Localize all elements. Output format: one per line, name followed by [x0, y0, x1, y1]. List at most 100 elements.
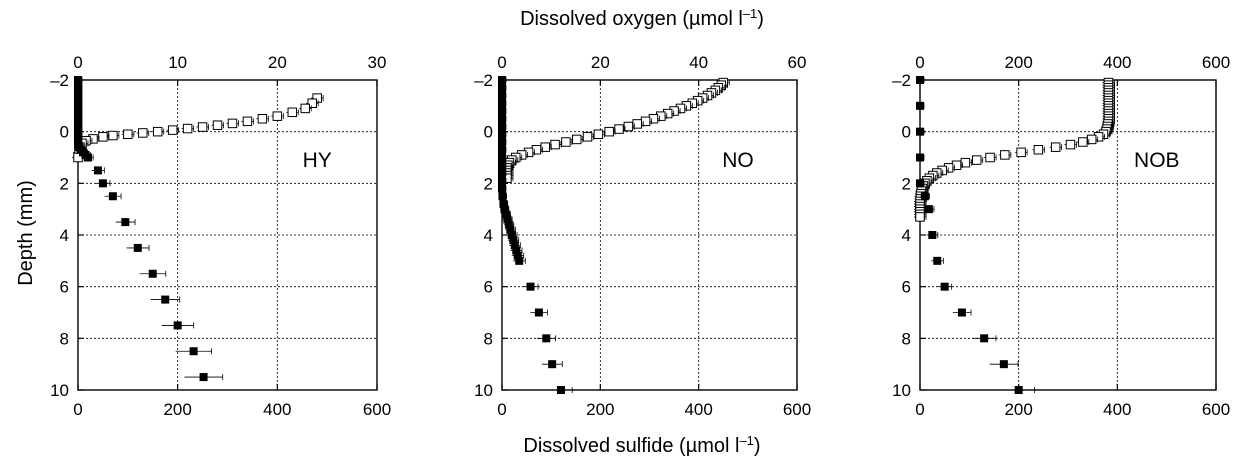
panel-nob-label: NOB: [1134, 149, 1180, 172]
panel-nob-point-oxygen-26: [1033, 145, 1044, 155]
panel-hy-point-oxygen-16: [98, 132, 108, 142]
panel-hy-point-oxygen-9: [197, 122, 208, 132]
panel-nob-point-sulfide-2: [916, 127, 924, 136]
panel-no-point-sulfide-31: [548, 360, 557, 369]
panel-nob-bottom-tick-label-0: 0: [915, 400, 924, 419]
panel-no-series-sulfide: [498, 76, 573, 394]
panel-no-point-sulfide-14: [498, 184, 506, 193]
panel-hy-series-sulfide: [74, 76, 224, 382]
panel-no-point-sulfide-27: [515, 256, 524, 265]
panel-nob-series-oxygen: [914, 77, 1115, 222]
panel-no-bottom-tick-label-400: 400: [684, 400, 712, 419]
panel-no-point-sulfide-10: [498, 153, 506, 162]
panel-no-point-sulfide-32: [557, 386, 565, 394]
panel-hy-point-sulfide-26: [173, 321, 182, 330]
panel-hy-bottom-tick-label-0: 0: [73, 400, 82, 419]
panel-hy-bottom-tick-label-600: 600: [363, 400, 391, 419]
panel-no-point-sulfide-3: [498, 99, 506, 108]
top-axis-title: Dissolved oxygen (µmol l–1): [520, 6, 764, 31]
panel-no-point-sulfide-30: [542, 334, 551, 343]
panel-hy-point-sulfide-24: [148, 269, 157, 278]
panel-no-label: NO: [722, 149, 754, 172]
panel-nob-point-oxygen-27: [1016, 147, 1026, 158]
panel-nob-point-sulfide-10: [957, 308, 966, 317]
panel-hy-point-oxygen-11: [167, 125, 178, 135]
panel-no-y-tick-label-6: 6: [484, 278, 493, 297]
panel-nob-bottom-tick-label-600: 600: [1202, 400, 1230, 419]
panel-hy-label: HY: [303, 149, 332, 172]
panel-hy-series-oxygen: [72, 93, 324, 163]
panel-no-top-tick-label-60: 60: [788, 53, 807, 72]
panel-no-point-sulfide-11: [498, 161, 506, 170]
panel-hy-point-oxygen-6: [242, 116, 253, 127]
panel-no-point-oxygen-24: [550, 139, 560, 150]
y-axis-title: Depth (mm): [15, 180, 37, 286]
panel-no-top-tick-label-0: 0: [497, 53, 506, 72]
panel-no-point-sulfide-9: [498, 145, 506, 154]
panel-no-point-sulfide-15: [498, 192, 507, 201]
panel-hy-point-sulfide-25: [161, 295, 170, 304]
panel-no-point-oxygen-20: [593, 129, 604, 139]
panel-nob-bottom-tick-label-400: 400: [1103, 400, 1131, 419]
panel-no-top-tick-label-40: 40: [689, 53, 708, 72]
panel-hy-point-sulfide-18: [83, 153, 92, 162]
panel-nob-point-sulfide-8: [933, 256, 942, 265]
panel-nob-y-tick-label-2: –2: [892, 71, 911, 90]
panel-no-y-tick-label-10: 10: [474, 381, 493, 400]
panel-nob-top-tick-label-200: 200: [1004, 53, 1032, 72]
panel-no-series-oxygen: [500, 77, 730, 183]
panel-no-y-tick-label-8: 8: [484, 329, 493, 348]
panel-nob-point-sulfide-3: [916, 153, 924, 162]
panel-hy-y-tick-label-8: 8: [60, 329, 69, 348]
panel-no-point-sulfide-0: [498, 76, 506, 84]
panel-hy-top-tick-label-20: 20: [268, 53, 287, 72]
panel-nob-top-tick-label-0: 0: [915, 53, 924, 72]
panel-no-bottom-tick-label-600: 600: [783, 400, 811, 419]
panel-hy-point-oxygen-8: [212, 120, 223, 130]
panel-nob-point-oxygen-23: [1078, 137, 1088, 147]
panel-no-point-sulfide-4: [498, 107, 506, 115]
panel-hy-point-oxygen-3: [287, 107, 298, 118]
panel-nob-point-sulfide-6: [924, 205, 933, 214]
panel-nob-top-tick-label-400: 400: [1103, 53, 1131, 72]
panel-hy-point-oxygen-13: [138, 128, 148, 138]
panel-nob-point-sulfide-9: [940, 282, 949, 291]
panel-nob-top-tick-label-600: 600: [1202, 53, 1230, 72]
panel-nob-point-oxygen-52: [915, 212, 925, 222]
panel-hy-top-tick-label-0: 0: [73, 53, 82, 72]
panel-nob-y-tick-label-8: 8: [902, 329, 911, 348]
panel-hy-point-oxygen-15: [108, 130, 118, 141]
panel-hy-point-oxygen-10: [182, 123, 193, 134]
panel-hy-point-sulfide-23: [133, 243, 142, 252]
panel-nob-point-oxygen-24: [1065, 139, 1076, 150]
panel-hy-point-sulfide-20: [98, 179, 107, 188]
panel-nob-point-sulfide-12: [999, 360, 1008, 369]
panel-no-point-sulfide-6: [498, 122, 506, 131]
panel-no-point-sulfide-29: [534, 308, 543, 317]
panel-nob-point-sulfide-0: [916, 76, 924, 84]
panel-nob-point-oxygen-29: [985, 152, 995, 163]
panel-hy-point-oxygen-5: [257, 114, 268, 124]
panel-hy-point-oxygen-4: [272, 111, 283, 121]
panel-no-bottom-tick-label-0: 0: [497, 400, 506, 419]
panel-nob-point-sulfide-7: [928, 231, 937, 239]
panel-nob-point-sulfide-4: [916, 179, 924, 188]
panel-hy-bottom-tick-label-200: 200: [163, 400, 191, 419]
panel-no-point-oxygen-18: [614, 124, 624, 134]
panel-nob-point-oxygen-25: [1050, 142, 1061, 152]
panel-no-point-sulfide-7: [498, 130, 506, 139]
panel-nob-point-sulfide-11: [980, 334, 989, 343]
panel-hy-point-sulfide-21: [108, 192, 117, 201]
panel-no-point-sulfide-8: [498, 138, 506, 146]
panel-no-point-sulfide-2: [498, 91, 506, 100]
panel-nob-point-sulfide-5: [920, 192, 929, 201]
panel-hy-bottom-tick-label-400: 400: [263, 400, 291, 419]
panel-hy-y-tick-label-6: 6: [60, 278, 69, 297]
panel-hy-point-sulfide-22: [121, 218, 130, 227]
panel-nob-point-sulfide-1: [916, 101, 924, 110]
panel-nob-y-tick-label-2: 2: [902, 174, 911, 193]
panel-no-point-oxygen-19: [604, 126, 614, 137]
